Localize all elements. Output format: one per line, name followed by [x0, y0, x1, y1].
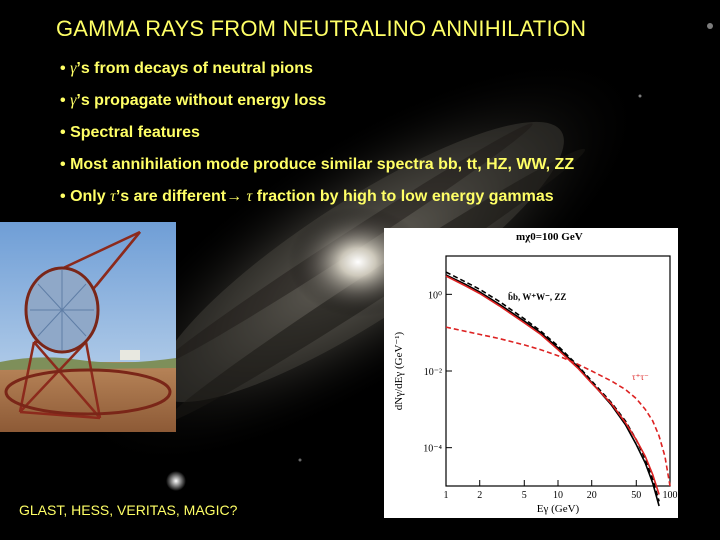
bullet-list: • γ’s from decays of neutral pions • γ’s…: [60, 58, 574, 218]
gamma-symbol: γ: [70, 92, 77, 109]
gamma-symbol: γ: [70, 60, 77, 77]
y-tick-label: 10⁰: [428, 290, 442, 301]
x-tick-label: 1: [444, 490, 449, 501]
y-tick-label: 10⁻²: [424, 367, 442, 378]
series-line: [445, 275, 660, 495]
x-tick-label: 10: [553, 490, 563, 501]
slide-title: GAMMA RAYS FROM NEUTRALINO ANNIHILATION: [56, 16, 587, 41]
bullet-item: • γ’s from decays of neutral pions: [60, 58, 574, 90]
bullet-item: • γ’s propagate without energy loss: [60, 90, 574, 122]
tau-symbol: τ: [110, 188, 116, 205]
series-line: [445, 274, 660, 507]
bullet-marker: •: [60, 188, 66, 205]
bullet-marker: •: [60, 92, 66, 109]
spectrum-plot: mχ0=100 GeV 1 2 5 10 20 50 100 10⁰ 10⁻² 10⁻⁴ b̄b,…: [384, 228, 678, 518]
y-axis-label: dNγ/dEγ (GeV⁻¹): [393, 331, 405, 410]
bullet-text: ’s propagate without energy loss: [76, 92, 327, 109]
bullet-item: • Spectral features: [60, 122, 574, 154]
bullet-text: ’s are different: [115, 188, 227, 205]
bullet-text: Only: [70, 188, 106, 205]
bullet-item: • Only τ’s are different→ τ fraction by …: [60, 186, 574, 218]
bullet-text: Spectral features: [70, 124, 200, 141]
tau-symbol: τ: [246, 188, 253, 205]
chart-title: mχ0=100 GeV: [516, 231, 583, 243]
annotation-label: b̄b, W⁺W⁻, ZZ: [508, 292, 566, 302]
arrow-symbol: →: [226, 188, 243, 205]
x-tick-label: 100: [663, 490, 678, 501]
x-tick-label: 2: [477, 490, 482, 501]
bullet-text: Most annihilation mode produce similar s…: [70, 156, 575, 173]
x-axis-label: Eγ (GeV): [537, 503, 580, 515]
bullet-marker: •: [60, 60, 66, 77]
x-tick-label: 50: [631, 490, 641, 501]
x-tick-label: 5: [522, 490, 527, 501]
bullet-marker: •: [60, 124, 66, 141]
bullet-item: • Most annihilation mode produce similar…: [60, 154, 574, 186]
telescope-photo: [0, 222, 176, 432]
bullet-text: fraction by high to low energy gammas: [256, 188, 554, 205]
footer-note: GLAST, HESS, VERITAS, MAGIC?: [19, 502, 238, 518]
spectrum-chart: mχ0=100 GeV 1 2 5 10 20 50 100 10⁰ 10⁻² 10⁻⁴ b̄b,…: [393, 231, 678, 515]
y-tick-label: 10⁻⁴: [423, 444, 442, 455]
plot-frame: [445, 255, 671, 487]
series-line: [445, 271, 660, 502]
annotation-label: τ⁺τ⁻: [632, 372, 649, 382]
bullet-text: ’s from decays of neutral pions: [76, 60, 313, 77]
series-line: [445, 326, 671, 487]
bullet-marker: •: [60, 156, 66, 173]
x-tick-label: 20: [587, 490, 597, 501]
